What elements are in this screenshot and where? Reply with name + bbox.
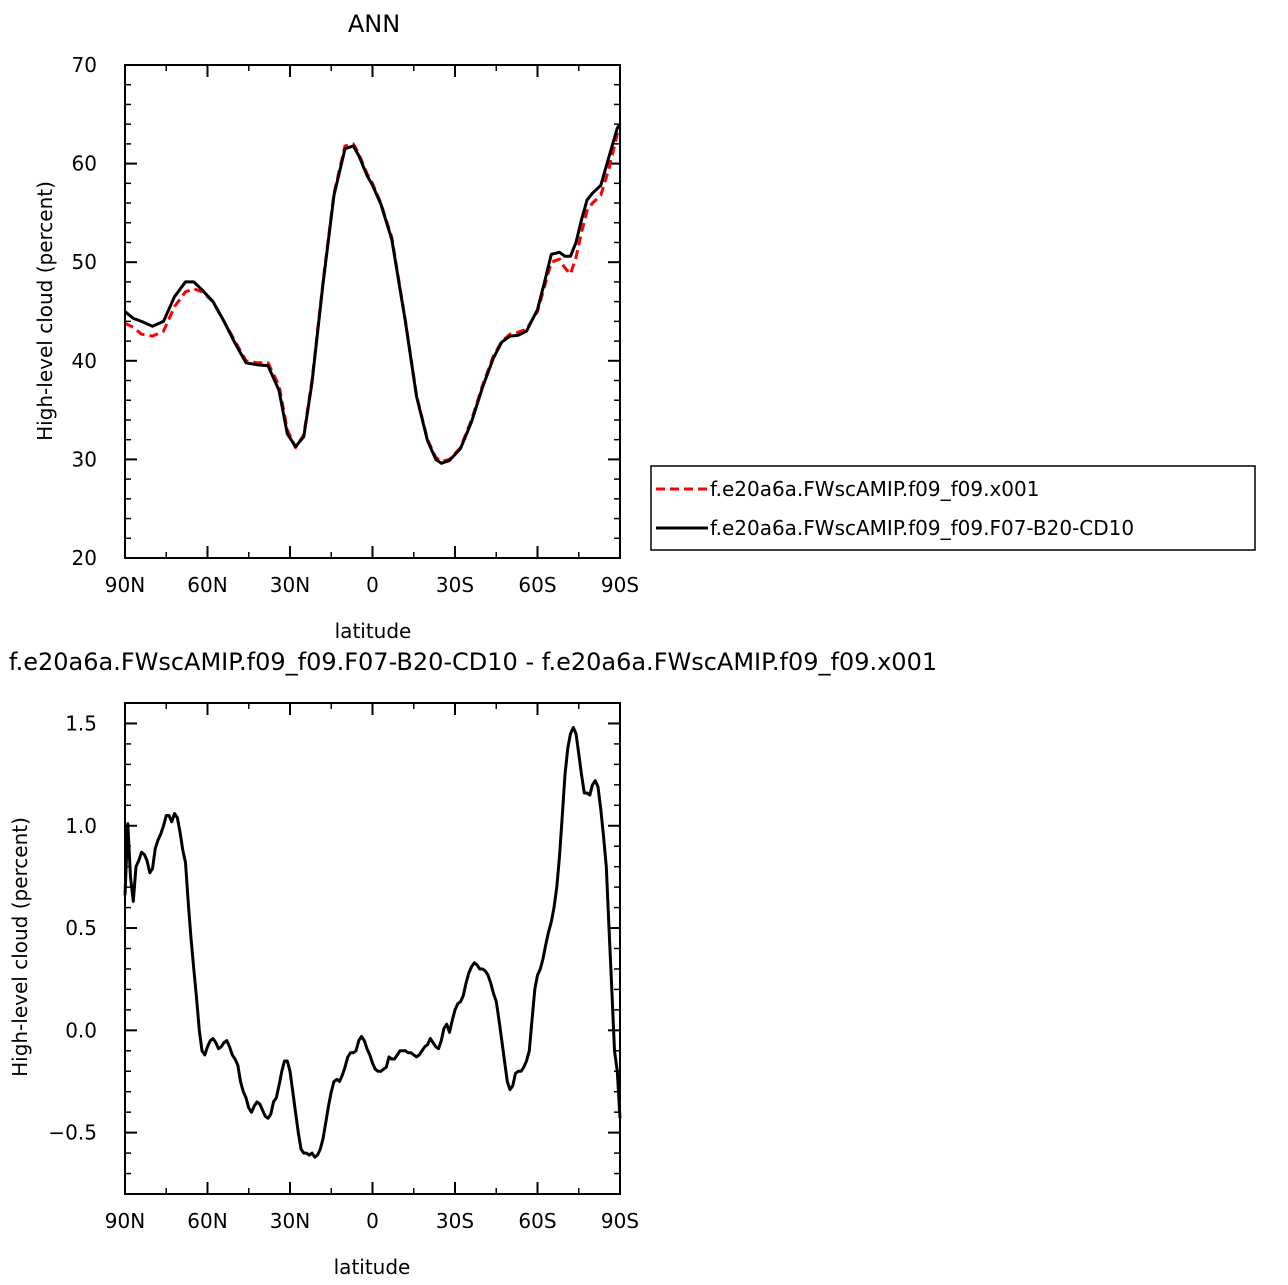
x-tick-label: 90S [601, 573, 639, 597]
x-tick-label: 90N [105, 573, 145, 597]
bottom-chart-ticks: 90N 60N 30N 0 30S 60S 90S −0.5 0.0 0.5 1.0 1.5 [48, 702, 639, 1233]
x-tick-label: 0 [366, 1209, 379, 1233]
y-tick-label: 50 [72, 250, 97, 274]
series-line-1 [124, 123, 622, 465]
x-tick-label: 60S [518, 1209, 556, 1233]
y-tick-label: −0.5 [48, 1121, 97, 1145]
y-tick-label: 20 [72, 546, 97, 570]
y-tick-label: 0.5 [65, 916, 97, 940]
y-tick-label: 60 [72, 152, 97, 176]
top-chart: ANN 90N 60N 30N 0 30S 60S 90S 20 30 40 50 60 70 lati… [33, 10, 639, 643]
series-line-0 [124, 123, 622, 463]
top-chart-frame [124, 64, 621, 559]
x-tick-label: 90S [601, 1209, 639, 1233]
bottom-chart-xlabel: latitude [334, 1255, 411, 1279]
y-tick-label: 40 [72, 349, 97, 373]
top-chart-xlabel: latitude [335, 619, 412, 643]
x-tick-label: 30N [270, 1209, 310, 1233]
x-tick-label: 90N [105, 1209, 145, 1233]
y-tick-label: 0.0 [65, 1018, 97, 1042]
bottom-chart-frame [124, 702, 621, 1195]
x-tick-label: 30S [436, 1209, 474, 1233]
legend-entry-ctrl: f.e20a6a.FWscAMIP.f09_f09.x001 [710, 477, 1039, 501]
x-tick-label: 60S [518, 573, 556, 597]
x-tick-label: 30N [270, 573, 310, 597]
x-tick-label: 0 [366, 573, 379, 597]
top-chart-series [124, 123, 622, 465]
x-tick-label: 60N [187, 573, 227, 597]
bottom-chart: f.e20a6a.FWscAMIP.f09_f09.F07-B20-CD10 -… [8, 648, 937, 1279]
bottom-chart-title: f.e20a6a.FWscAMIP.f09_f09.F07-B20-CD10 -… [9, 648, 937, 676]
bottom-chart-ylabel: High-level cloud (percent) [8, 817, 32, 1077]
y-tick-label: 1.0 [65, 814, 97, 838]
legend: f.e20a6a.FWscAMIP.f09_f09.x001 f.e20a6a.… [650, 465, 1256, 551]
bottom-chart-series [123, 726, 622, 1159]
series-line-0 [123, 726, 622, 1159]
y-tick-label: 70 [72, 53, 97, 77]
legend-entry-test: f.e20a6a.FWscAMIP.f09_f09.F07-B20-CD10 [710, 516, 1134, 540]
y-tick-label: 30 [72, 447, 97, 471]
x-tick-label: 30S [436, 573, 474, 597]
top-chart-title: ANN [348, 10, 400, 38]
top-chart-ylabel: High-level cloud (percent) [33, 181, 57, 441]
x-tick-label: 60N [187, 1209, 227, 1233]
legend-box [650, 465, 1256, 551]
y-tick-label: 1.5 [65, 711, 97, 735]
